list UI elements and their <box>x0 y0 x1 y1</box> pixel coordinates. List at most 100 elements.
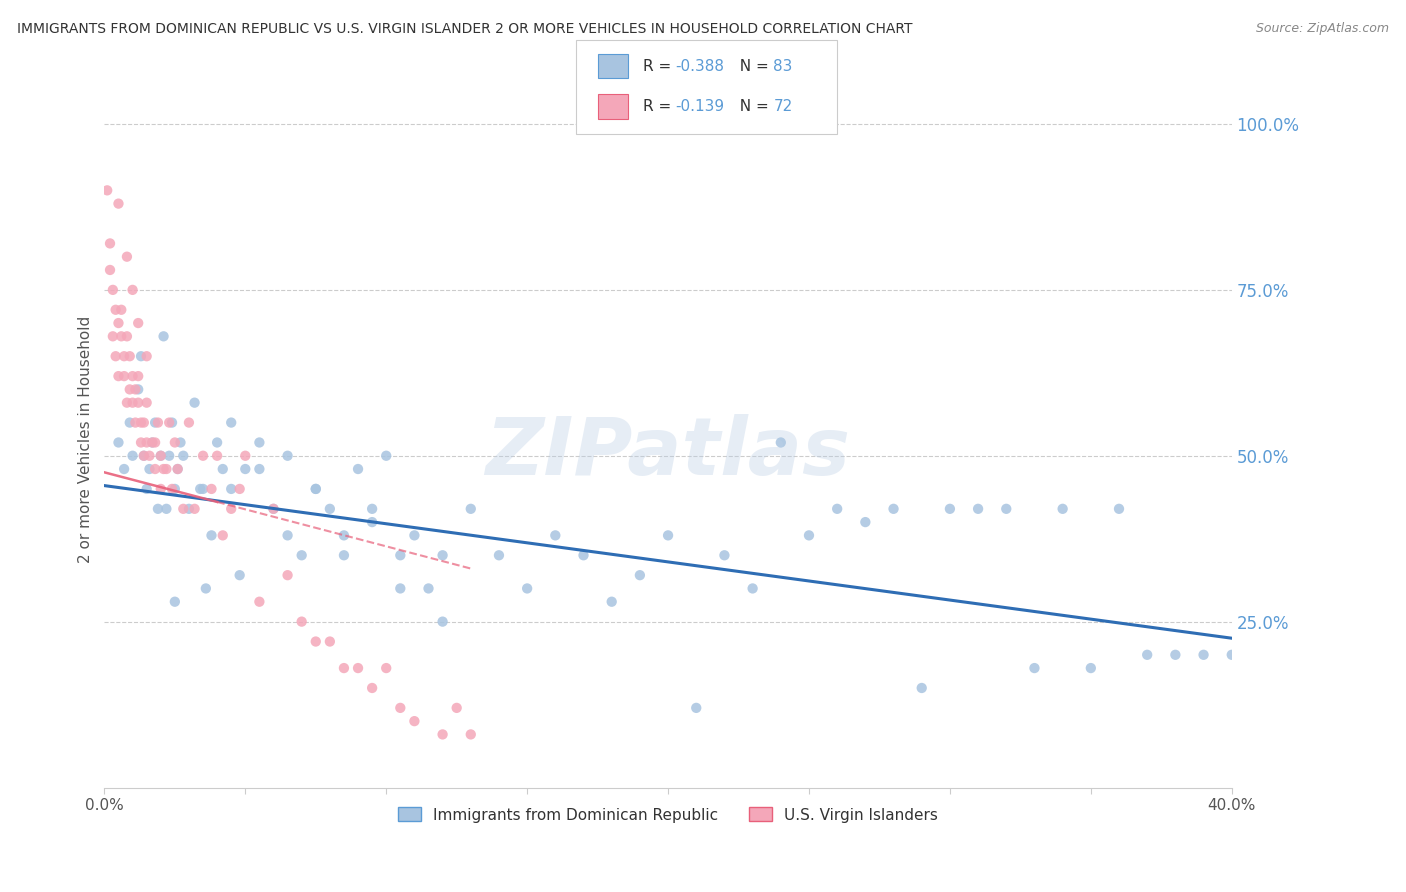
Point <box>825 501 848 516</box>
Point <box>404 714 426 728</box>
Text: 83: 83 <box>773 59 793 73</box>
Point <box>149 482 172 496</box>
Point <box>127 383 149 397</box>
Point <box>143 435 166 450</box>
Point <box>205 449 228 463</box>
Text: -0.139: -0.139 <box>675 99 724 113</box>
Point <box>219 501 242 516</box>
Point <box>305 482 328 496</box>
Point <box>375 661 398 675</box>
Point <box>1052 501 1074 516</box>
Point <box>1108 501 1130 516</box>
Point <box>129 435 152 450</box>
Point <box>194 582 217 596</box>
Point <box>628 568 651 582</box>
Point <box>939 501 962 516</box>
Point <box>172 449 194 463</box>
Point <box>389 582 412 596</box>
Point <box>219 482 242 496</box>
Point <box>432 615 454 629</box>
Point <box>183 395 205 409</box>
Point <box>146 501 169 516</box>
Point <box>155 462 177 476</box>
Point <box>110 302 132 317</box>
Point <box>967 501 990 516</box>
Point <box>305 634 328 648</box>
Point <box>1164 648 1187 662</box>
Point <box>460 727 482 741</box>
Point <box>112 369 135 384</box>
Point <box>389 701 412 715</box>
Point <box>488 549 510 563</box>
Point <box>104 349 127 363</box>
Point <box>319 501 342 516</box>
Point <box>247 462 270 476</box>
Point <box>143 462 166 476</box>
Point <box>361 681 384 695</box>
Point <box>911 681 934 695</box>
Point <box>155 501 177 516</box>
Point <box>146 416 169 430</box>
Point <box>200 528 222 542</box>
Point <box>149 449 172 463</box>
Point <box>132 449 155 463</box>
Text: 72: 72 <box>773 99 793 113</box>
Point <box>211 528 233 542</box>
Point <box>228 568 250 582</box>
Point <box>188 482 211 496</box>
Point <box>129 349 152 363</box>
Point <box>347 661 370 675</box>
Point <box>291 549 314 563</box>
Text: N =: N = <box>730 59 773 73</box>
Point <box>132 449 155 463</box>
Point <box>713 549 735 563</box>
Point <box>166 462 188 476</box>
Point <box>446 701 468 715</box>
Text: Source: ZipAtlas.com: Source: ZipAtlas.com <box>1256 22 1389 36</box>
Point <box>389 549 412 563</box>
Point <box>1192 648 1215 662</box>
Text: -0.388: -0.388 <box>675 59 724 73</box>
Point <box>685 701 707 715</box>
Point <box>135 349 157 363</box>
Point <box>544 528 567 542</box>
Point <box>141 435 163 450</box>
Point <box>107 316 129 330</box>
Point <box>418 582 440 596</box>
Point <box>247 595 270 609</box>
Point <box>219 416 242 430</box>
Point <box>101 283 124 297</box>
Point <box>163 482 186 496</box>
Point <box>277 449 299 463</box>
Point <box>516 582 538 596</box>
Point <box>572 549 595 563</box>
Point <box>1080 661 1102 675</box>
Point <box>191 482 214 496</box>
Point <box>118 383 141 397</box>
Point <box>432 549 454 563</box>
Point <box>169 435 191 450</box>
Point <box>96 183 118 197</box>
Text: IMMIGRANTS FROM DOMINICAN REPUBLIC VS U.S. VIRGIN ISLANDER 2 OR MORE VEHICLES IN: IMMIGRANTS FROM DOMINICAN REPUBLIC VS U.… <box>17 22 912 37</box>
Point <box>121 283 143 297</box>
Point <box>163 435 186 450</box>
Point <box>135 395 157 409</box>
Point <box>333 549 356 563</box>
Point <box>115 329 138 343</box>
Text: R =: R = <box>643 59 676 73</box>
Point <box>305 482 328 496</box>
Point <box>98 263 121 277</box>
Point <box>319 634 342 648</box>
Point <box>149 449 172 463</box>
Point <box>177 416 200 430</box>
Text: ZIPatlas: ZIPatlas <box>485 414 851 492</box>
Point <box>233 462 256 476</box>
Point <box>110 329 132 343</box>
Point <box>177 501 200 516</box>
Text: N =: N = <box>730 99 773 113</box>
Text: R =: R = <box>643 99 676 113</box>
Point <box>361 501 384 516</box>
Point <box>600 595 623 609</box>
Point <box>135 482 157 496</box>
Point <box>233 449 256 463</box>
